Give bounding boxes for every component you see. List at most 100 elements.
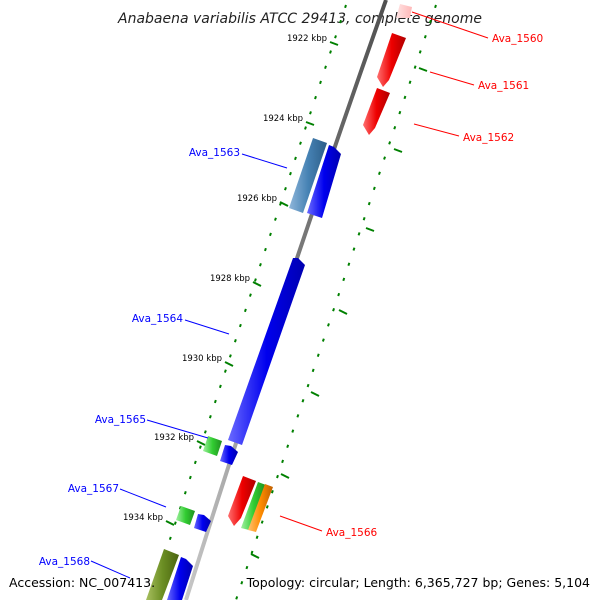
scale-dot [248, 293, 252, 297]
scale-dot [362, 217, 366, 221]
scale-dot [367, 201, 371, 206]
leader-line-ava1560 [411, 11, 489, 39]
scale-dot [259, 263, 262, 267]
scale-dot [223, 369, 227, 373]
tick-mark-1932 [196, 440, 206, 446]
tick-mark-1928 [252, 281, 262, 287]
gene-label-ava1564[interactable]: Ava_1564 [132, 313, 184, 325]
scale-dot [306, 383, 310, 388]
gene-ava1568-arrow[interactable] [167, 557, 193, 600]
scale-dot [289, 171, 292, 176]
gene-ava1564-arrow[interactable] [228, 258, 305, 445]
scale-dot [332, 308, 335, 312]
tick-mark-1922 [329, 41, 339, 46]
gene-label-ava1563[interactable]: Ava_1563 [189, 147, 240, 159]
scale-dot [413, 65, 417, 69]
gene-ava1567-arrow[interactable] [194, 514, 211, 532]
gene-ava1567-highlight[interactable] [176, 506, 195, 525]
scale-dot [423, 35, 427, 39]
scale-dot [378, 171, 381, 175]
scale-dot [218, 384, 222, 389]
gene-label-ava1567[interactable]: Ava_1567 [68, 483, 119, 495]
scale-dot [319, 80, 322, 85]
outer-tick-mark [393, 148, 403, 153]
gene-ava1565-highlight[interactable] [203, 436, 222, 456]
scale-dot [357, 232, 361, 236]
scale-dot [299, 141, 302, 145]
scale-dot [324, 65, 327, 69]
map-title: Anabaena variabilis ATCC 29413, complete… [117, 11, 482, 27]
scale-dot [281, 459, 285, 464]
scale-dot [276, 474, 279, 479]
scale-dot [188, 475, 192, 480]
scale-dot [388, 141, 392, 145]
scale-dot [334, 35, 337, 39]
scale-dot [347, 262, 351, 266]
gene-ava1560-arrow[interactable] [396, 4, 412, 18]
scale-dot [337, 292, 341, 297]
tick-mark-1930 [224, 361, 234, 367]
gene-ava1565-arrow[interactable] [220, 445, 238, 465]
outer-tick-mark [250, 553, 260, 559]
leader-line-ava1563 [241, 153, 288, 169]
tick-mark-1926 [279, 201, 289, 207]
tick-label-1926: 1926 kbp [237, 194, 277, 204]
gene-ava1566-highlight-orange[interactable] [248, 484, 273, 532]
gene-ava1563-highlight[interactable] [289, 138, 327, 213]
scale-dot [352, 247, 356, 251]
scale-dot [284, 187, 287, 191]
scale-dot [254, 278, 257, 282]
scale-dot [393, 126, 397, 130]
scale-dot [309, 111, 312, 115]
gene-ava1562-arrow[interactable] [363, 88, 390, 135]
scale-dot [316, 353, 320, 357]
genome-summary-text: Topology: circular; Length: 6,365,727 bp… [246, 575, 590, 590]
tick-label-1930: 1930 kbp [182, 354, 222, 364]
scale-dot [383, 156, 386, 160]
scale-dot [398, 110, 402, 115]
tick-label-1934: 1934 kbp [123, 513, 163, 523]
gene-ava1566-arrow[interactable] [228, 476, 256, 526]
scale-dot [193, 460, 197, 465]
scale-dot [213, 399, 217, 404]
scale-dot [168, 536, 172, 541]
scale-dot [403, 95, 407, 100]
gene-label-ava1566[interactable]: Ava_1566 [326, 527, 378, 539]
tick-mark-1934 [165, 520, 175, 526]
gene-ava1561-arrow[interactable] [377, 33, 406, 87]
scale-dot [173, 521, 177, 525]
gene-ava1566-highlight-green[interactable] [241, 482, 266, 530]
scale-dot [240, 580, 244, 585]
scale-dot [245, 565, 249, 570]
scale-dot [228, 354, 232, 358]
gene-ava1563-arrow[interactable] [307, 145, 341, 218]
scale-dot [301, 399, 305, 403]
gene-label-ava1561[interactable]: Ava_1561 [478, 80, 529, 92]
scale-dot [342, 277, 346, 282]
gene-label-ava1568[interactable]: Ava_1568 [39, 556, 90, 568]
scale-dot [260, 520, 264, 524]
scale-dot [203, 430, 207, 434]
scale-dot [428, 19, 432, 24]
scale-dot [418, 50, 422, 54]
scale-dot [264, 247, 267, 252]
scale-dot [304, 126, 307, 130]
scale-dot [408, 80, 412, 84]
scale-dot [270, 489, 274, 494]
leader-line-ava1561 [429, 71, 475, 86]
gene-label-ava1565[interactable]: Ava_1565 [95, 414, 146, 426]
scale-dot [183, 490, 187, 495]
scale-dot [339, 19, 342, 24]
gene-ava1568-highlight[interactable] [146, 549, 179, 600]
outer-tick-mark [418, 67, 428, 72]
gene-label-ava1562[interactable]: Ava_1562 [463, 132, 514, 144]
tick-label-1922: 1922 kbp [287, 34, 327, 44]
gene-label-ava1560[interactable]: Ava_1560 [492, 33, 543, 45]
scale-dot [235, 596, 239, 600]
scale-dot [327, 323, 330, 327]
outer-tick-mark [365, 227, 375, 232]
scale-dot [294, 156, 297, 161]
scale-dot [286, 444, 290, 448]
scale-dot [238, 323, 242, 328]
leader-line-ava1565 [146, 419, 209, 439]
